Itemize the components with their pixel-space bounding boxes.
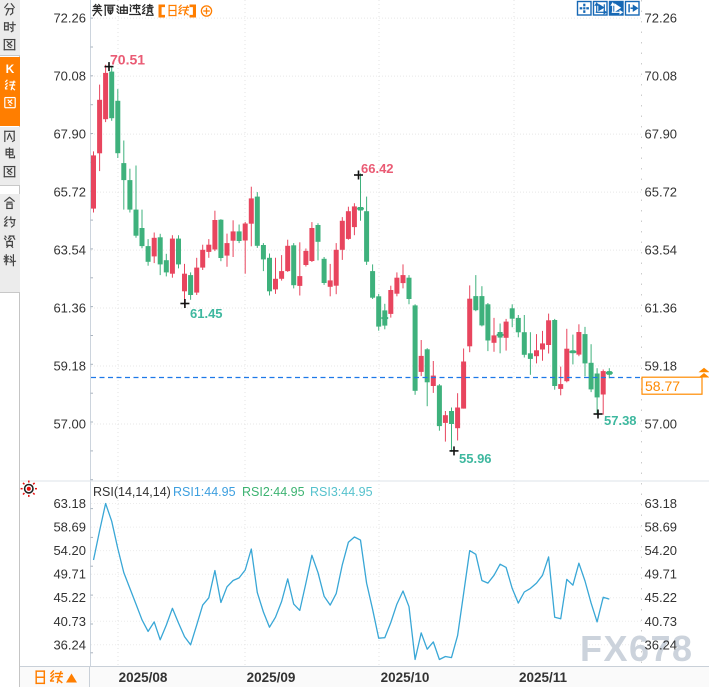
svg-text:RSI3:44.95: RSI3:44.95	[310, 485, 373, 499]
svg-text:RSI2:44.95: RSI2:44.95	[242, 485, 305, 499]
svg-text:54.20: 54.20	[53, 543, 86, 558]
svg-text:61.36: 61.36	[645, 301, 678, 316]
svg-text:45.22: 45.22	[645, 590, 678, 605]
svg-text:57.00: 57.00	[645, 417, 678, 432]
svg-text:49.71: 49.71	[645, 567, 678, 582]
svg-text:54.20: 54.20	[645, 543, 678, 558]
svg-text:2025/11: 2025/11	[519, 670, 568, 685]
svg-text:59.18: 59.18	[645, 359, 678, 374]
svg-text:2025/08: 2025/08	[119, 670, 168, 685]
svg-text:RSI(14,14,14): RSI(14,14,14)	[93, 485, 171, 499]
svg-text:72.26: 72.26	[645, 11, 678, 26]
svg-text:63.54: 63.54	[53, 243, 86, 258]
svg-text:36.24: 36.24	[645, 637, 678, 652]
svg-text:66.42: 66.42	[361, 161, 394, 176]
svg-text:72.26: 72.26	[53, 11, 86, 26]
svg-text:36.24: 36.24	[53, 637, 86, 652]
svg-text:67.90: 67.90	[53, 127, 86, 142]
svg-text:2025/09: 2025/09	[247, 670, 296, 685]
svg-text:57.38: 57.38	[604, 413, 637, 428]
svg-text:61.45: 61.45	[190, 306, 223, 321]
svg-text:67.90: 67.90	[645, 127, 678, 142]
svg-text:65.72: 65.72	[645, 185, 678, 200]
svg-text:55.96: 55.96	[459, 451, 492, 466]
svg-text:63.18: 63.18	[645, 496, 678, 511]
svg-text:40.73: 40.73	[645, 614, 678, 629]
svg-text:65.72: 65.72	[53, 185, 86, 200]
svg-text:59.18: 59.18	[53, 359, 86, 374]
svg-text:70.51: 70.51	[110, 52, 145, 68]
svg-text:2025/10: 2025/10	[381, 670, 430, 685]
svg-text:49.71: 49.71	[53, 567, 86, 582]
svg-text:58.69: 58.69	[645, 520, 678, 535]
svg-text:FX678: FX678	[580, 628, 694, 669]
svg-text:57.00: 57.00	[53, 417, 86, 432]
svg-text:45.22: 45.22	[53, 590, 86, 605]
svg-text:K: K	[6, 62, 15, 76]
svg-text:58.77: 58.77	[645, 378, 680, 394]
svg-text:63.54: 63.54	[645, 243, 678, 258]
svg-text:40.73: 40.73	[53, 614, 86, 629]
svg-text:58.69: 58.69	[53, 520, 86, 535]
svg-text:61.36: 61.36	[53, 301, 86, 316]
svg-text:70.08: 70.08	[645, 69, 678, 84]
svg-text:70.08: 70.08	[53, 69, 86, 84]
svg-text:RSI1:44.95: RSI1:44.95	[173, 485, 236, 499]
svg-text:63.18: 63.18	[53, 496, 86, 511]
